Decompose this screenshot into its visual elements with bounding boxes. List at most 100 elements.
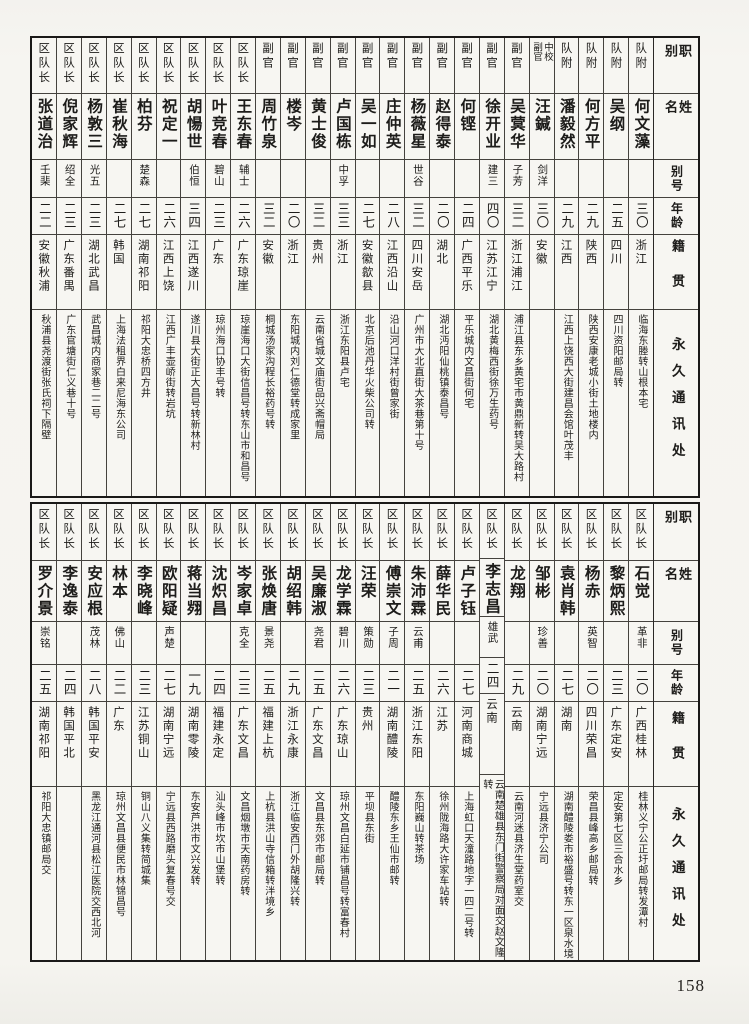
name-cell: 吴纲: [604, 94, 629, 160]
address-cell: 定安第七区三合水乡: [610, 791, 622, 886]
person-column: 区队长 石觉 革非 二〇 广西桂林 桂林义宁公正圩邮局转发潭村: [628, 504, 653, 960]
address-cell: 广州市大北直街大茶巷第十号: [411, 314, 423, 451]
person-column: 副官 徐开业 建三 四〇 江苏江宁 湖北黄梅西街徐万生药号: [478, 38, 504, 496]
job-title-cell: 副官: [430, 38, 454, 94]
address-cell: 琼州文昌县便民市林锦昌号: [113, 791, 125, 917]
native-place-cell: 四川荣昌: [579, 702, 604, 787]
age-cell: 三四: [181, 198, 206, 235]
native-place-cell: 韩国平北: [57, 702, 81, 787]
alias-cell: [355, 160, 380, 198]
address-cell: 荣昌县峰高乡邮局转: [586, 791, 598, 886]
native-place-cell: 浙江: [330, 235, 355, 310]
header-name: 姓名: [654, 94, 698, 160]
name-cell: 杨薇星: [405, 94, 430, 160]
address-cell: 四川资阳邮局转: [610, 314, 622, 388]
name-cell: 崔秋海: [106, 94, 131, 160]
name-cell: 张焕唐: [256, 561, 280, 622]
roster-table-top: 职别 姓名 别号 年龄 籍贯 永久通讯处 队附 何文藻 三〇 浙江 临海东塍转山…: [30, 36, 700, 498]
job-title-cell: 区队长: [305, 504, 330, 561]
job-title-cell: 区队长: [32, 38, 56, 94]
person-column: 区队长 张焕唐 景尧 二五 福建上杭 上杭县洪山寺信箱转泮境乡: [255, 504, 280, 960]
person-column: 副官 周竹泉 三二 安徽 桐城汤家沟程长裕药号转: [255, 38, 280, 496]
address-cell: [57, 787, 81, 960]
alias-cell: 英智: [579, 622, 604, 665]
native-place-cell: 云南: [479, 694, 504, 776]
address-cell: 文昌县东郊市邮局转: [312, 791, 324, 886]
job-title-cell: 副官: [455, 38, 479, 94]
age-cell: 二三: [57, 198, 81, 235]
address-cell: 文昌烟墩市天南药房转: [237, 791, 249, 896]
person-column: 区队长 崔秋海 二七 韩国 上海法租界白来尼海东公司: [105, 38, 131, 496]
age-cell: 二五: [256, 665, 280, 702]
native-place-cell: 江苏: [430, 702, 454, 787]
age-cell: 二七: [554, 665, 579, 702]
job-title-cell: 区队长: [355, 504, 380, 561]
alias-cell: 伯恒: [181, 160, 206, 198]
header-native-place: 籍贯: [654, 235, 698, 310]
name-cell: 潘毅然: [554, 94, 579, 160]
job-title-cell: 副官: [405, 38, 430, 94]
alias-cell: 策勋: [355, 622, 380, 665]
address-cell: 江西广丰壶峤街转岩坑: [163, 314, 175, 419]
age-cell: 二〇: [430, 198, 454, 235]
address-cell: 湖北沔阳仙桃镇泰昌号: [436, 314, 448, 419]
job-title-cell: 区队长: [156, 38, 181, 94]
alias-cell: 景尧: [256, 622, 280, 665]
person-column: 区队长 薛华民 二六 江苏 徐州陇海路大许家车站转: [429, 504, 454, 960]
native-place-cell: 广东: [206, 235, 231, 310]
address-cell: 北京后池丹华火柴公司转: [362, 314, 374, 430]
address-cell: 东安芦洪市文兴发转: [188, 791, 200, 886]
address-cell: 浦江县东乡黄宅市黄鼎新转吴大路村: [511, 314, 523, 482]
native-place-cell: 江苏铜山: [131, 702, 156, 787]
alias-cell: [455, 622, 479, 665]
alias-cell: 光五: [81, 160, 106, 198]
alias-cell: 佛山: [106, 622, 131, 665]
address-cell: 江西上饶西大街建昌会馆叶茂丰: [561, 314, 573, 461]
person-column: 副官 黄士俊 三二 贵州 云南省城文庙街品兴斋帽局: [304, 38, 330, 496]
job-title-cell: 区队长: [256, 504, 280, 561]
native-place-cell: 湖南醴陵: [380, 702, 405, 787]
alias-cell: [280, 160, 305, 198]
alias-cell: 绍全: [57, 160, 81, 198]
age-cell: 二七: [106, 198, 131, 235]
job-title-cell: 区队长: [131, 504, 156, 561]
name-cell: 薛华民: [430, 561, 454, 622]
job-title-cell: 区队长: [206, 504, 231, 561]
alias-cell: 革非: [629, 622, 653, 665]
alias-cell: [579, 160, 604, 198]
age-cell: 二〇: [529, 665, 554, 702]
alias-cell: 声楚: [156, 622, 181, 665]
age-cell: 二五: [604, 198, 629, 235]
native-place-cell: 浙江: [280, 235, 305, 310]
address-cell: 祁阳大忠桥四方井: [138, 314, 150, 398]
alias-cell: 崇铭: [32, 622, 56, 665]
name-cell: 岑家卓: [231, 561, 255, 622]
age-cell: 三二: [305, 198, 330, 235]
native-place-cell: 广东文昌: [231, 702, 255, 787]
job-title-cell: 副官: [479, 38, 504, 94]
name-cell: 欧阳疑: [156, 561, 181, 622]
alias-cell: [554, 622, 579, 665]
address-cell: 铜山八义集转简城集: [138, 791, 150, 886]
address-cell: 黑龙江通河县松江医院交西北河: [88, 791, 100, 938]
age-cell: 二四: [57, 665, 81, 702]
alias-cell: [206, 622, 231, 665]
address-cell: 上杭县洪山寺信箱转泮境乡: [262, 791, 274, 917]
address-cell: 武昌城内商家巷二二号: [88, 314, 100, 419]
name-cell: 卢子钰: [455, 561, 479, 622]
native-place-cell: 湖南祁阳: [32, 702, 56, 787]
job-title-cell: 区队长: [479, 504, 504, 559]
native-place-cell: 安徽: [256, 235, 280, 310]
name-cell: 何方平: [579, 94, 604, 160]
alias-cell: [380, 160, 405, 198]
address-cell: 陕西安康老城小街土地楼内: [586, 314, 598, 440]
native-place-cell: 江西: [554, 235, 579, 310]
address-cell: 遂川县大街正大昌号转新林村: [188, 314, 200, 451]
age-cell: 二三: [81, 198, 106, 235]
address-cell: 桂林义宁公正圩邮局转发潭村: [635, 791, 647, 928]
job-title-cell: 中校 副官: [529, 38, 554, 94]
job-title-cell: 队附: [579, 38, 604, 94]
address-cell: 浙江东阳县卢宅: [337, 314, 349, 388]
person-column: 区队长 安应根 茂林 二八 韩国平安 黑龙江通河县松江医院交西北河: [80, 504, 106, 960]
age-cell: 二二: [32, 198, 56, 235]
